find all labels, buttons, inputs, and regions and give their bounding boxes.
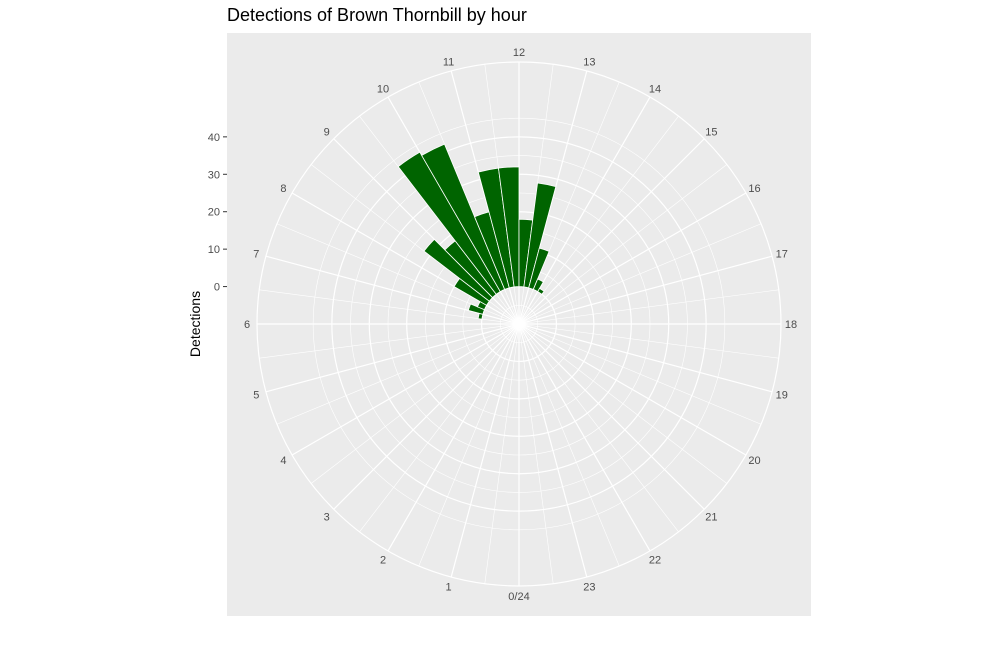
bar-hour-13 — [528, 247, 550, 290]
hour-tick-label: 23 — [583, 582, 595, 594]
grid-layer — [256, 61, 782, 587]
bar-hour-13.5 — [532, 278, 544, 293]
chart-title: Detections of Brown Thornbill by hour — [227, 5, 527, 25]
y-tick-label: 20 — [208, 207, 220, 219]
minor-circle-gridline — [312, 117, 726, 531]
hour-tick-label: 12 — [513, 47, 525, 59]
y-tick-label: 40 — [208, 132, 220, 144]
major-circle-gridline — [331, 136, 707, 512]
y-axis: 0 10 20 30 40 — [208, 132, 227, 294]
minor-circle-gridline — [499, 304, 539, 344]
bar-hour-7 — [467, 303, 485, 315]
hour-tick-label: 18 — [785, 319, 797, 331]
hour-tick-label: 9 — [324, 127, 330, 139]
minor-circle-gridline — [350, 155, 688, 493]
hour-tick-label: 3 — [324, 511, 330, 523]
hour-tick-label: 17 — [776, 249, 788, 261]
hour-tick-label: 21 — [705, 511, 717, 523]
hour-tick-label: 11 — [443, 56, 454, 68]
y-tick-label: 0 — [214, 282, 220, 294]
bar-hour-14 — [537, 287, 545, 295]
hour-tick-label: 0/24 — [508, 591, 529, 603]
hour-tick-label: 22 — [649, 555, 661, 567]
bar-hour-11.5 — [498, 166, 520, 288]
hour-labels: 0/24123456789101112131415161718192021222… — [244, 47, 797, 603]
y-tick-label: 10 — [208, 244, 220, 256]
hour-tick-label: 1 — [446, 582, 452, 594]
bar-hour-12.5 — [523, 182, 557, 289]
hour-tick-label: 20 — [748, 455, 760, 467]
hour-tick-label: 16 — [748, 183, 760, 195]
y-axis-label: Detections — [187, 291, 203, 357]
hour-tick-label: 7 — [253, 249, 259, 261]
bar-hour-9.5 — [397, 151, 501, 295]
hour-tick-label: 6 — [244, 319, 250, 331]
hour-tick-label: 5 — [253, 389, 259, 401]
bar-hour-10 — [421, 143, 506, 293]
bars-layer — [397, 143, 557, 320]
outer-circle-gridline — [256, 61, 782, 587]
hour-tick-label: 13 — [583, 56, 595, 68]
hour-tick-label: 8 — [280, 183, 286, 195]
hour-tick-label: 15 — [705, 127, 717, 139]
hour-tick-label: 10 — [377, 83, 389, 95]
y-tick-label: 30 — [208, 169, 220, 181]
bar-hour-8.5 — [423, 238, 494, 302]
hour-tick-label: 2 — [380, 555, 386, 567]
hour-tick-label: 14 — [649, 83, 661, 95]
hour-tick-label: 4 — [280, 455, 286, 467]
hour-tick-label: 19 — [776, 389, 788, 401]
